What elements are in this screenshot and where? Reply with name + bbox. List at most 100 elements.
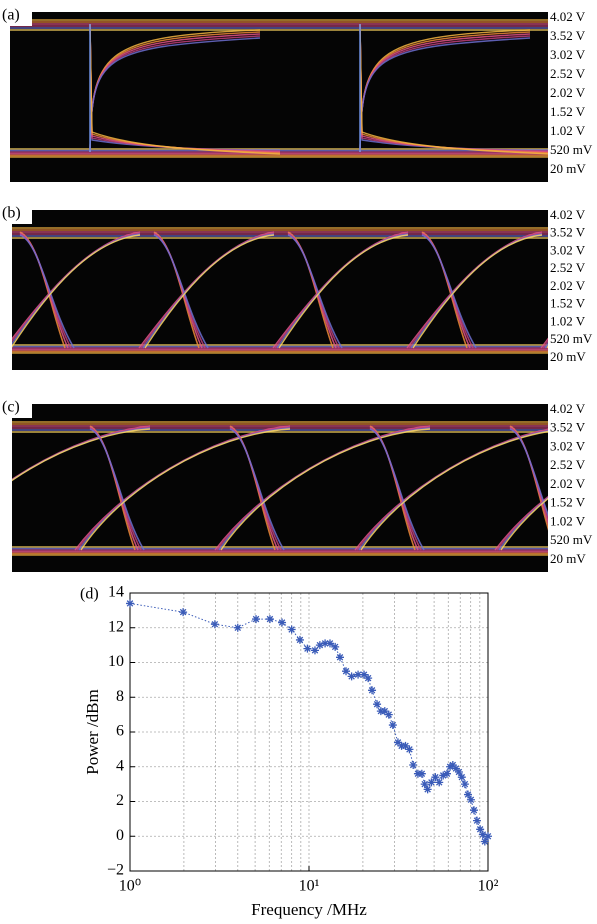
data-point [233, 623, 242, 632]
eye-panel: (a) 4.02 V 3.52 V 3.02 V 2.52 V 2.02 V 1.52 V 1… [0, 6, 597, 182]
panel-label: (c) [2, 399, 20, 416]
label-column [548, 12, 597, 182]
data-point [278, 618, 287, 627]
voltage-label: 1.02 V [550, 123, 586, 138]
data-point [325, 639, 334, 648]
voltage-label: 3.52 V [550, 225, 586, 240]
y-tick-label: 8 [116, 688, 124, 705]
data-point [409, 761, 418, 770]
label-column [548, 210, 597, 370]
label-back [0, 6, 32, 26]
data-point [347, 672, 356, 681]
voltage-label: 1.52 V [550, 104, 586, 119]
eye-diagrams: (a) 4.02 V 3.52 V 3.02 V 2.52 V 2.02 V 1.52 V 1… [0, 6, 597, 572]
voltage-label: 3.02 V [550, 438, 586, 453]
data-point [469, 806, 478, 815]
panel-label: (b) [2, 205, 21, 222]
trace [0, 428, 151, 490]
voltage-label: 2.52 V [550, 66, 586, 81]
voltage-label: 20 mV [550, 349, 586, 364]
data-point [460, 780, 469, 789]
trace [412, 234, 543, 349]
data-point [287, 625, 296, 634]
data-point [417, 769, 426, 778]
trace [10, 234, 141, 349]
voltage-label: 1.52 V [550, 495, 586, 510]
eye-clip [0, 404, 12, 572]
data-point [342, 667, 351, 676]
data-point [368, 686, 377, 695]
data-point [210, 620, 219, 629]
plot-border [129, 592, 489, 872]
voltage-label: 3.52 V [550, 420, 586, 435]
panel-label: (d) [80, 586, 99, 603]
data-point [252, 615, 261, 624]
voltage-label: 1.52 V [550, 296, 586, 311]
trace [278, 234, 409, 349]
trace [89, 23, 281, 155]
trace [220, 428, 431, 551]
y-tick-label: 6 [116, 723, 124, 740]
eye-panel: (b) 4.02 V 3.52 V 3.02 V 2.52 V 2.02 V 1.52 V 1… [0, 204, 597, 370]
data-point [360, 670, 369, 679]
voltage-label: 2.02 V [550, 476, 586, 491]
data-point [435, 778, 444, 787]
eye-clip [0, 210, 12, 370]
y-tick-label: 12 [108, 618, 124, 635]
voltage-label: 4.02 V [550, 9, 586, 24]
spectrum-plot: 10⁰ 10¹ 10² −2 0 2 4 6 8 10 12 14 (d) Frequency /MHz P… [80, 584, 499, 919]
data-point [295, 635, 304, 644]
trace [144, 234, 275, 349]
trace [153, 234, 209, 349]
data-point [476, 825, 485, 834]
trace [360, 428, 571, 551]
voltage-label: 20 mV [550, 551, 586, 566]
data-point [126, 599, 134, 608]
voltage-label: 4.02 V [550, 207, 586, 222]
data-point [331, 642, 340, 651]
y-tick-label: 4 [116, 757, 124, 774]
data-point [265, 615, 274, 624]
y-tick-label: 0 [116, 827, 124, 844]
y-tick-label: 14 [108, 584, 124, 601]
data-point [380, 707, 389, 716]
data-point [466, 795, 475, 804]
data-point [446, 762, 455, 771]
data-point [336, 653, 344, 662]
y-tick-label: −2 [107, 862, 124, 879]
data-point [321, 639, 330, 648]
voltage-label: 1.02 V [550, 313, 586, 328]
data-point [303, 644, 312, 653]
data-point [431, 773, 440, 782]
data-point [442, 769, 451, 778]
x-tick-label: 10⁰ [119, 878, 141, 895]
data-point [439, 771, 448, 780]
data-point [484, 832, 492, 841]
voltage-label: 520 mV [550, 532, 593, 547]
voltage-label: 2.02 V [550, 278, 586, 293]
data-point [364, 674, 373, 683]
data-point [451, 764, 460, 773]
plot-frame [129, 592, 489, 872]
data-point [310, 646, 319, 655]
voltage-label: 2.02 V [550, 85, 586, 100]
voltage-label: 4.02 V [550, 401, 586, 416]
label-back [0, 204, 32, 224]
data-point [472, 816, 481, 825]
label-back [0, 398, 32, 418]
trace [287, 234, 343, 349]
data-point [427, 778, 436, 787]
y-tick-label: 10 [108, 653, 124, 670]
panel-label: (a) [2, 7, 20, 24]
eye-panel: (c) 4.02 V 3.52 V 3.02 V 2.52 V 2.02 V 1.52 V 1… [0, 398, 597, 572]
data-point [388, 721, 397, 730]
trace [229, 428, 285, 551]
data-point [384, 710, 393, 719]
data-point [423, 785, 432, 794]
data-point [405, 745, 414, 754]
data-point [179, 608, 188, 617]
x-tick-label: 10¹ [299, 878, 320, 895]
data-point [480, 837, 489, 846]
